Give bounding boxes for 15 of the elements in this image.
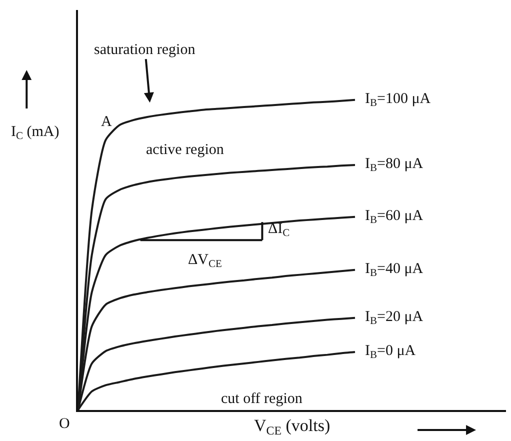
text: saturation region [94, 42, 196, 58]
series-label: I$_{B}$=20 μA [365, 309, 424, 328]
series-label: I$_{B}$=80 μA [365, 156, 424, 174]
annotation: ΔV$_{CE}$ [188, 252, 222, 270]
series-label: I$_{B}$=0 μA [365, 343, 416, 362]
annotation: active region [146, 142, 224, 158]
y-axis-title: I$_{C}$ (mA) [11, 124, 60, 142]
text: O [59, 416, 70, 432]
annotation: A [101, 114, 112, 130]
series-label: I$_{B}$=100 μA [365, 91, 431, 110]
series-label: I$_{B}$=60 μA [365, 208, 424, 226]
annotation: cut off region [221, 391, 303, 407]
x-axis-title: V$_{CE}$ (volts) [254, 416, 330, 438]
series-label: I$_{B}$=40 μA [365, 261, 424, 280]
annotation: ΔI$_{C}$ [268, 221, 290, 240]
